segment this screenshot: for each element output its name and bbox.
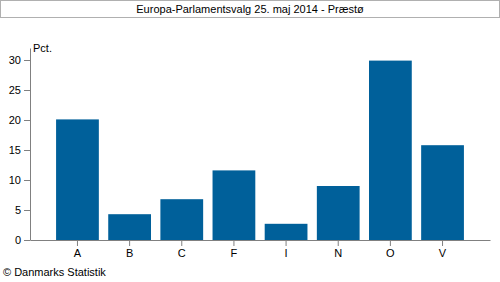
x-tick-mark xyxy=(390,240,391,246)
y-tick: 25 xyxy=(9,84,30,96)
x-tick-mark xyxy=(181,240,182,246)
bar xyxy=(265,224,308,240)
y-tick-mark xyxy=(24,90,30,91)
bar xyxy=(317,186,360,240)
x-tick: F xyxy=(231,240,238,259)
y-tick: 0 xyxy=(15,234,30,246)
x-tick: C xyxy=(178,240,186,259)
x-tick-mark xyxy=(129,240,130,246)
x-tick-label: C xyxy=(178,247,186,259)
x-tick-label: N xyxy=(334,247,342,259)
y-axis-line xyxy=(30,49,31,241)
x-axis: ABCFINOV xyxy=(31,240,491,259)
x-tick-label: V xyxy=(439,247,447,259)
y-tick: 30 xyxy=(9,54,30,66)
chart: Europa-Parlamentsvalg 25. maj 2014 - Præ… xyxy=(0,0,500,282)
x-tick: O xyxy=(386,240,395,259)
y-tick-mark xyxy=(24,60,30,61)
bar xyxy=(421,145,464,240)
x-tick: N xyxy=(334,240,342,259)
x-tick: A xyxy=(74,240,82,259)
y-tick-label: 30 xyxy=(9,54,21,66)
source: © Danmarks Statistik xyxy=(3,266,106,278)
y-tick-label: 25 xyxy=(9,84,21,96)
x-tick-mark xyxy=(442,240,443,246)
y-tick: 20 xyxy=(9,114,30,126)
x-tick-label: A xyxy=(74,247,82,259)
x-tick-label: O xyxy=(386,247,395,259)
y-tick-label: 10 xyxy=(9,174,21,186)
y-tick: 15 xyxy=(9,144,30,156)
y-tick-label: 15 xyxy=(9,144,21,156)
y-tick-mark xyxy=(24,120,30,121)
x-axis-line xyxy=(31,240,491,241)
bar xyxy=(108,214,151,240)
y-tick: 10 xyxy=(9,174,30,186)
x-tick-mark xyxy=(286,240,287,246)
x-tick-mark xyxy=(77,240,78,246)
x-tick: B xyxy=(126,240,133,259)
y-tick-mark xyxy=(24,150,30,151)
x-tick-label: I xyxy=(285,247,288,259)
y-tick-mark xyxy=(24,240,30,241)
y-axis: 0 5 10 15 20 25 30 xyxy=(9,49,31,247)
y-tick: 5 xyxy=(15,204,30,216)
title: Europa-Parlamentsvalg 25. maj 2014 - Præ… xyxy=(136,3,364,15)
y-tick-label: 5 xyxy=(15,204,21,216)
y-tick-mark xyxy=(24,180,30,181)
title-frame xyxy=(1,1,500,18)
y-tick-mark xyxy=(24,210,30,211)
bar xyxy=(213,170,256,240)
bar xyxy=(160,199,203,240)
bar xyxy=(369,61,412,240)
x-tick-mark xyxy=(233,240,234,246)
bars xyxy=(56,61,464,240)
y-tick-label: 0 xyxy=(15,234,21,246)
x-tick: I xyxy=(285,240,288,259)
y-tick-label: 20 xyxy=(9,114,21,126)
y-label: Pct. xyxy=(33,42,52,54)
x-tick-label: F xyxy=(231,247,238,259)
bar xyxy=(56,119,99,240)
x-tick-label: B xyxy=(126,247,133,259)
x-tick-mark xyxy=(338,240,339,246)
x-tick: V xyxy=(439,240,447,259)
